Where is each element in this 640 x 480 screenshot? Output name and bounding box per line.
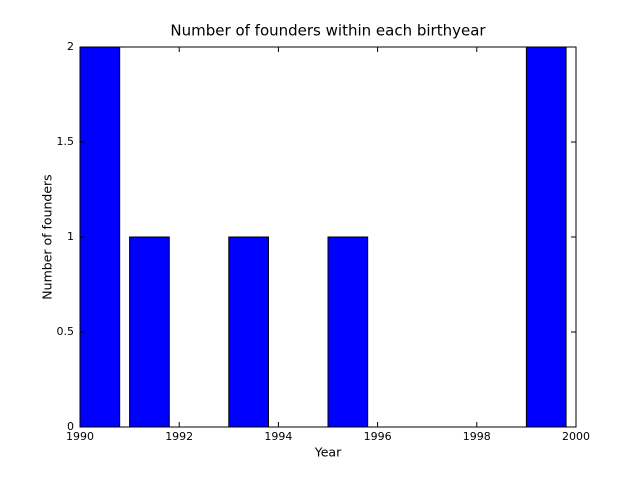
bar	[327, 236, 369, 428]
y-tick-label: 1.5	[57, 135, 75, 148]
bar	[525, 46, 567, 428]
x-axis-label: Year	[314, 445, 342, 460]
x-tick-label: 1996	[364, 430, 392, 443]
chart-title: Number of founders within each birthyear	[170, 22, 486, 40]
y-tick-label: 1	[67, 230, 74, 243]
y-tick-label: 0	[67, 420, 74, 433]
y-tick-label: 0.5	[57, 325, 75, 338]
x-tick-label: 1994	[264, 430, 292, 443]
x-tick-label: 1990	[66, 430, 94, 443]
y-axis-label: Number of founders	[40, 174, 55, 299]
x-tick-label: 1998	[463, 430, 491, 443]
bar	[79, 46, 121, 428]
x-tick-label: 2000	[562, 430, 590, 443]
y-tick-label: 2	[67, 40, 74, 53]
bar	[129, 236, 170, 428]
bar	[228, 236, 269, 428]
plot-frame	[79, 46, 577, 428]
x-tick-label: 1992	[165, 430, 193, 443]
